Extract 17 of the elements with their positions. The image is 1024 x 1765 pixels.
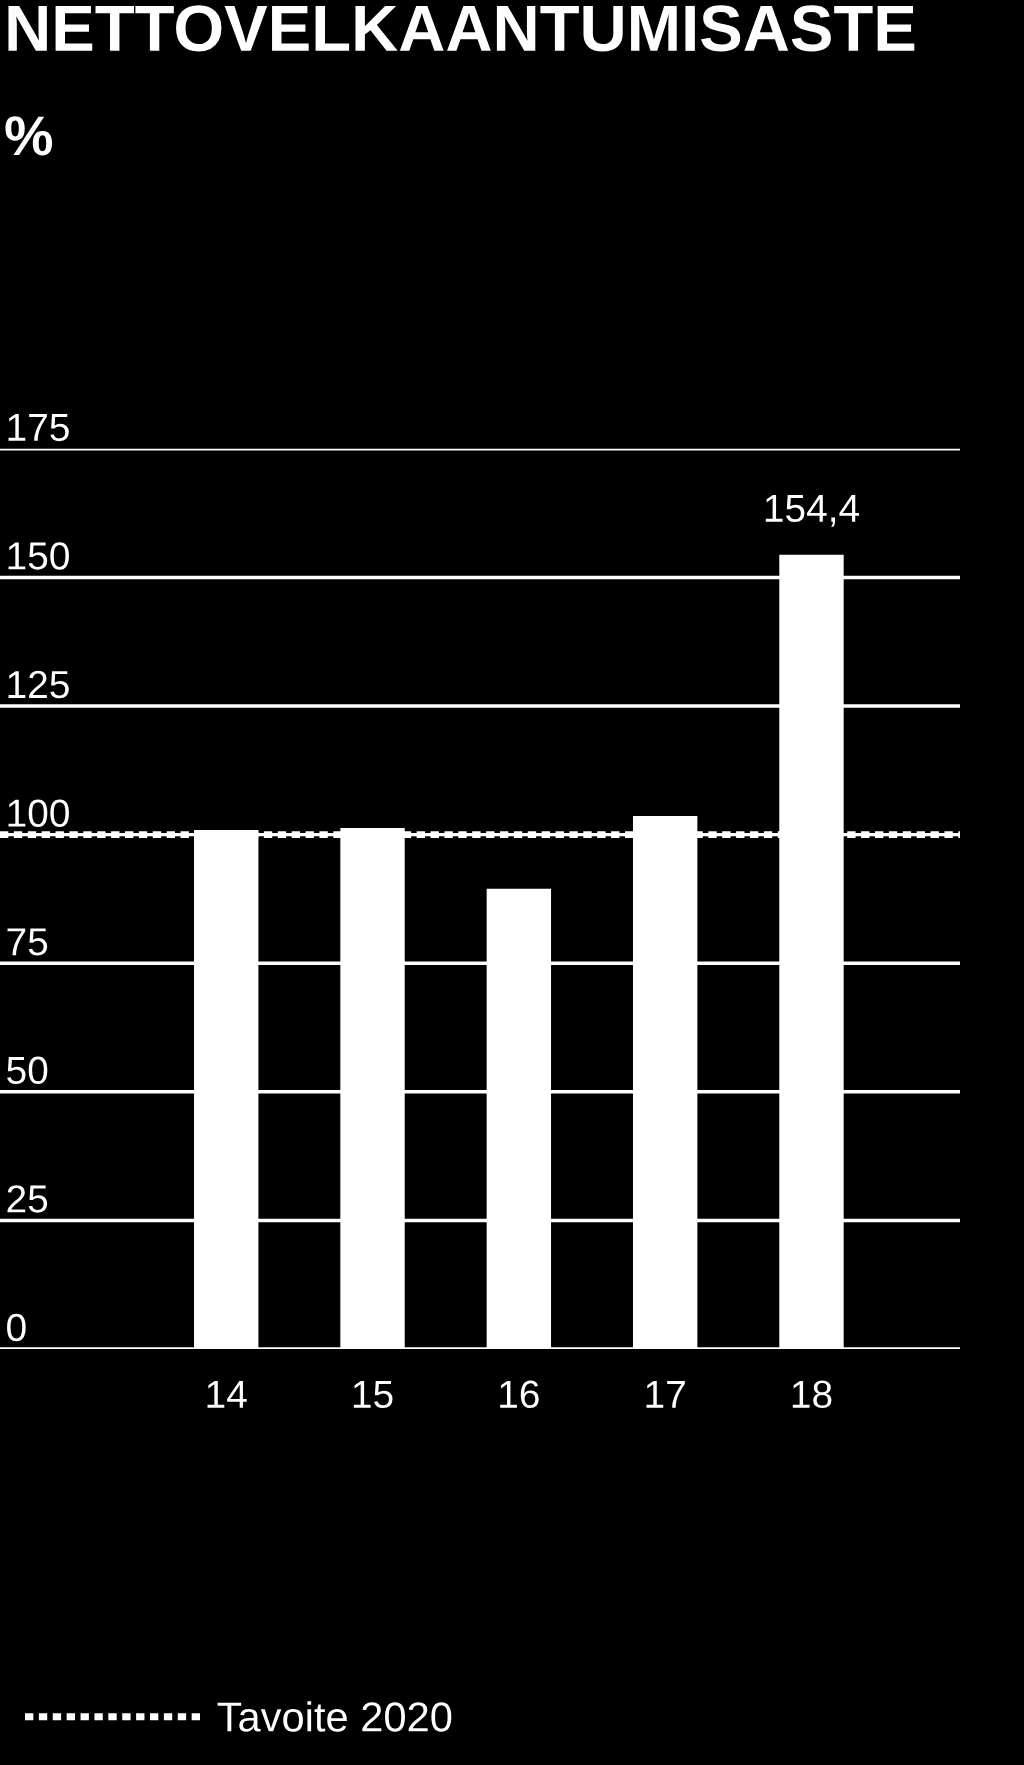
y-tick-label: 25: [7, 1185, 48, 1213]
x-tick-label: 16: [500, 1380, 539, 1409]
y-tick-label: 150: [8, 542, 69, 570]
chart-subtitle: %: [5, 116, 53, 156]
y-tick-label: 100: [8, 799, 69, 827]
chart-title: NETTOVELKAANTUMISASTE: [8, 5, 915, 52]
x-tick-label: 18: [792, 1380, 832, 1409]
x-tick-label: 14: [207, 1380, 247, 1408]
y-tick-label: 0: [7, 1313, 26, 1342]
x-tick-label: 17: [646, 1380, 685, 1408]
y-tick-label: 75: [7, 928, 48, 956]
y-tick-label: 125: [8, 670, 69, 699]
legend-label: Tavoite 2020: [217, 1701, 452, 1732]
y-tick-label: 50: [7, 1056, 48, 1085]
data-label: 154,4: [765, 494, 860, 527]
x-tick-label: 15: [353, 1380, 393, 1409]
y-tick-label: 175: [8, 414, 69, 442]
